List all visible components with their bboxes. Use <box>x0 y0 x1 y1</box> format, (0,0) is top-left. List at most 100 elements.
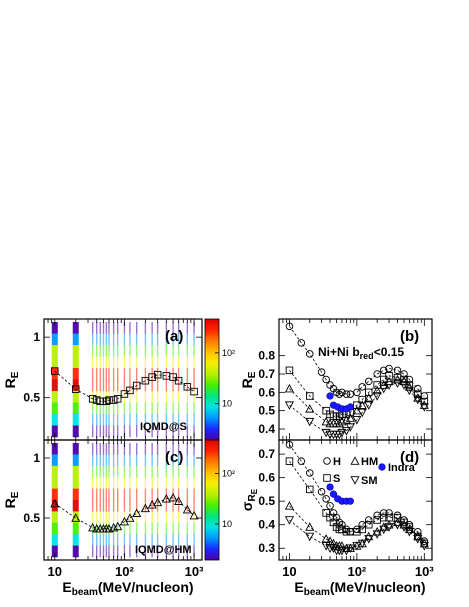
density-band-c <box>186 443 189 558</box>
density-segment-a <box>135 356 138 369</box>
y-tick-label-d: 0.3 <box>258 541 275 555</box>
density-segment-c <box>177 443 180 455</box>
data-point-b-circle <box>353 388 361 397</box>
density-segment-a <box>116 414 119 426</box>
density-segment-c <box>91 488 94 501</box>
density-segment-c <box>193 545 195 558</box>
data-point-b-square <box>414 390 422 398</box>
density-segment-c <box>172 500 174 512</box>
density-band-a <box>99 322 101 438</box>
density-segment-c <box>105 477 108 489</box>
data-point-d-triangle-up <box>399 519 409 529</box>
density-segment-c <box>156 545 159 558</box>
data-point-d-triangle-down <box>392 520 403 530</box>
data-point-b-triangle-down <box>419 403 429 412</box>
density-segment-a <box>51 402 58 415</box>
density-segment-a <box>72 368 79 380</box>
density-segment-a <box>165 391 168 403</box>
density-band-a <box>51 322 58 438</box>
density-segment-c <box>135 545 138 558</box>
y-axis-title-d: σRE <box>239 488 259 511</box>
density-segment-a <box>186 368 189 380</box>
density-segment-c <box>186 522 189 535</box>
density-segment-c <box>172 465 174 478</box>
data-point-b-circle <box>335 390 344 398</box>
y-tick-label-d: 0.7 <box>258 447 275 461</box>
y-tick-label-b: 0.6 <box>258 385 275 399</box>
density-segment-a <box>108 356 110 369</box>
density-segment-c <box>51 488 58 501</box>
density-segment-c <box>99 522 101 535</box>
density-band-a <box>96 322 98 438</box>
density-segment-c <box>91 545 94 558</box>
density-segment-c <box>99 511 101 524</box>
density-segment-c <box>51 500 58 512</box>
data-point-d-triangle-up <box>372 527 382 536</box>
y-axis-title-a: RE <box>2 371 21 388</box>
x-axis-title-sub: beam <box>304 587 330 598</box>
density-segment-a <box>123 379 126 392</box>
data-point-d-triangle-down <box>413 535 423 544</box>
data-point-d-triangle-down <box>337 546 347 556</box>
density-segment-c <box>123 488 126 501</box>
data-point-b-circle <box>317 368 326 376</box>
density-band-c <box>105 443 108 558</box>
density-segment-c <box>108 534 110 546</box>
density-segment-c <box>151 443 153 455</box>
data-point-b-circle <box>373 370 381 378</box>
density-segment-c <box>135 465 138 478</box>
density-segment-c <box>72 534 79 546</box>
data-point-c-triangle-up <box>168 492 178 502</box>
density-segment-c <box>72 500 79 512</box>
density-segment-c <box>186 488 189 501</box>
legend-marker-indra <box>378 463 386 471</box>
density-segment-c <box>177 477 180 489</box>
density-segment-c <box>193 454 195 467</box>
density-segment-a <box>102 391 105 403</box>
data-point-c-triangle-up <box>50 498 60 508</box>
colorbar-a <box>204 318 220 441</box>
density-segment-c <box>193 477 195 489</box>
density-segment-c <box>105 488 108 501</box>
data-point-c-triangle-up <box>88 522 98 532</box>
density-segment-c <box>165 465 168 478</box>
density-segment-c <box>102 477 105 489</box>
density-segment-c <box>193 511 195 524</box>
data-point-b-square <box>305 392 314 400</box>
density-segment-a <box>151 402 153 415</box>
density-segment-c <box>112 454 115 467</box>
density-segment-a <box>177 425 180 438</box>
data-point-a-square <box>126 386 134 395</box>
data-point-c-triangle-up <box>182 504 192 514</box>
density-segment-c <box>72 488 79 501</box>
density-segment-c <box>96 465 98 478</box>
density-segment-c <box>112 465 115 478</box>
density-segment-c <box>51 545 58 558</box>
density-segment-a <box>144 356 147 369</box>
density-segment-a <box>177 391 180 403</box>
density-segment-a <box>156 414 159 426</box>
density-segment-a <box>123 322 126 334</box>
data-point-a-square <box>88 395 97 403</box>
density-segment-c <box>186 545 189 558</box>
data-point-d-square <box>342 528 351 536</box>
density-segment-a <box>91 402 94 415</box>
density-segment-a <box>193 379 195 392</box>
density-segment-c <box>172 534 174 546</box>
y-tick-label-b: 0.5 <box>258 404 275 418</box>
legend-marker-h <box>323 457 331 465</box>
density-segment-c <box>108 488 110 501</box>
data-point-d-triangle-down <box>328 544 339 553</box>
density-segment-c <box>165 443 168 455</box>
colorbar-tick-label: 10² <box>222 348 235 358</box>
legend-label-s: S <box>333 473 340 485</box>
y-tick-label-b: 0.4 <box>258 422 275 436</box>
density-segment-a <box>123 356 126 369</box>
density-segment-a <box>96 356 98 369</box>
density-segment-a <box>186 322 189 334</box>
data-point-b-triangle-down <box>305 417 315 427</box>
density-segment-c <box>177 534 180 546</box>
data-point-b-triangle-down <box>284 401 294 410</box>
data-point-d-square <box>322 509 330 517</box>
density-segment-c <box>72 443 79 455</box>
